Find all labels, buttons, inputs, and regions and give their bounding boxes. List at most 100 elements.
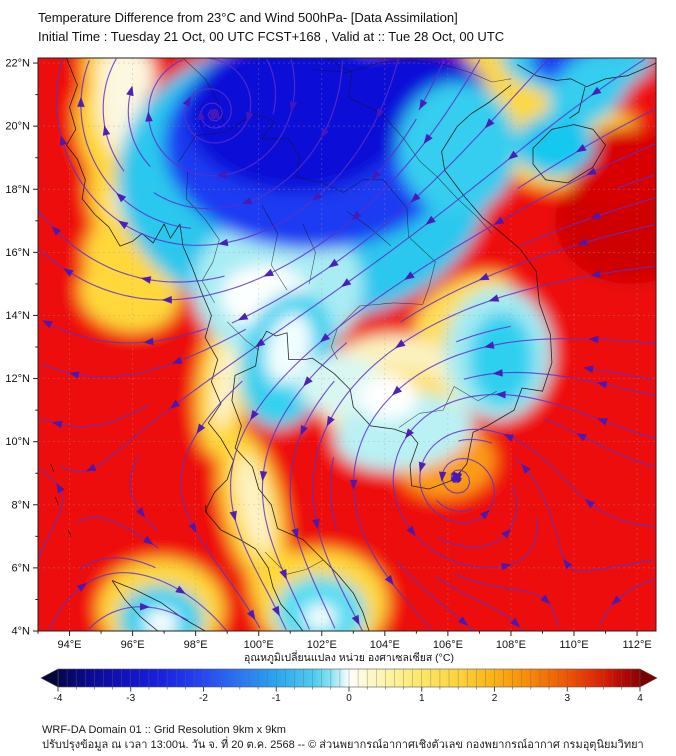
streamline [41, 319, 207, 344]
wind-arrow [510, 617, 521, 628]
colorbar: อุณหภูมิเปลี่ยนแปลง หน่วย องศาเซลเซียส (… [40, 650, 658, 704]
wind-arrow [68, 371, 80, 379]
wind-streamlines [38, 58, 656, 631]
wind-arrow [488, 294, 500, 302]
wind-arrow [312, 191, 323, 202]
colorbar-right-arrow [639, 668, 658, 688]
wind-arrow [328, 258, 339, 268]
coastline-path [50, 463, 55, 472]
coastline-path [67, 529, 72, 537]
wind-arrow [508, 150, 519, 160]
coastline-path [204, 504, 208, 513]
wind-arrow [501, 528, 511, 539]
axis-tick-label-lat: 14°N [5, 310, 30, 322]
wind-arrow [140, 276, 152, 284]
wind-arrow [182, 96, 191, 107]
border-path [302, 223, 316, 284]
temp-blob [236, 455, 272, 555]
wind-arrow [591, 86, 602, 96]
streamline [400, 224, 654, 323]
wind-arrow [196, 423, 206, 434]
border-path [398, 386, 497, 428]
wind-arrow [229, 510, 237, 522]
border-path [261, 204, 288, 291]
temp-blob [574, 126, 656, 209]
wind-arrow [143, 337, 154, 346]
axis-tick-label-lon: 108°E [496, 639, 526, 649]
wind-arrow [312, 518, 320, 530]
temp-blob [468, 312, 535, 407]
wind-arrow [483, 341, 495, 349]
footer-attribution: ปรับปรุงข้อมูล ณ เวลา 13:00น. วัน จ. ที่… [42, 738, 644, 751]
streamline [435, 576, 523, 631]
colorbar-tick-label: 1 [419, 693, 425, 704]
wind-arrow [503, 434, 515, 442]
wind-arrow [246, 111, 254, 123]
temp-blob [304, 604, 337, 630]
streamline [436, 499, 473, 512]
streamline [458, 438, 493, 444]
streamline [590, 368, 653, 380]
wind-arrow [143, 535, 154, 545]
wind-arrow [478, 272, 490, 281]
axis-tick-label-lat: 22°N [5, 58, 30, 70]
streamline [80, 60, 192, 229]
wind-arrow [171, 356, 183, 364]
coastline-path [54, 496, 59, 505]
wind-arrow [410, 192, 421, 203]
axis-tick-label-lon: 102°E [307, 639, 337, 649]
wind-arrow [384, 574, 394, 586]
wind-arrow [611, 595, 622, 606]
wind-arrow [319, 333, 331, 343]
footer-domain-info: WRF-DA Domain 01 :: Grid Resolution 9km … [42, 724, 286, 736]
wind-arrow [450, 473, 462, 481]
axis-tick-label-lat: 10°N [5, 436, 30, 448]
wind-arrow [102, 125, 111, 136]
streamline [517, 108, 656, 190]
temp-blob [265, 313, 313, 385]
wind-arrow [540, 594, 551, 604]
temp-blob [515, 113, 595, 177]
axis-tick-label-lat: 6°N [12, 562, 31, 574]
wind-arrow [584, 499, 595, 509]
coastline-path [517, 62, 656, 88]
wind-arrow [425, 215, 436, 225]
axes: 94°E 96°E 98°E 100°E 102°E 104°E 106°E 108°E 110… [5, 57, 657, 649]
wind-arrow [77, 96, 85, 107]
streamline [79, 557, 156, 570]
wind-arrow [376, 108, 385, 119]
streamline [329, 457, 338, 531]
wind-arrow [259, 471, 268, 482]
wind-arrow [254, 338, 266, 348]
wind-arrow [597, 418, 608, 426]
streamline [60, 58, 645, 472]
wind-arrow [501, 563, 512, 571]
map-subtitle: Initial Time : Tuesday 21 Oct, 00 UTC FC… [38, 28, 505, 44]
wind-arrow [590, 270, 601, 278]
streamline [289, 380, 336, 629]
temperature-field [38, 58, 656, 631]
streamline [456, 325, 511, 343]
colorbar-tick-label: -4 [54, 693, 63, 704]
wind-arrow [250, 409, 259, 421]
coastline-path [231, 84, 553, 631]
wind-arrow [392, 385, 402, 396]
wind-arrow [145, 111, 153, 122]
wind-arrow [210, 108, 221, 118]
colorbar-tick-label: -3 [126, 693, 135, 704]
wind-arrow [126, 85, 134, 97]
streamline [544, 418, 654, 468]
wind-arrow [188, 522, 197, 533]
temp-blob [397, 81, 518, 215]
map-title: Temperature Difference from 23°C and Win… [38, 10, 458, 25]
map-plot: 94°E 96°E 98°E 100°E 102°E 104°E 106°E 108°E 110… [5, 57, 657, 649]
wind-arrow [577, 238, 589, 246]
axis-tick-label-lon: 106°E [433, 639, 463, 649]
wind-arrow [246, 609, 256, 620]
wind-arrow [371, 169, 381, 180]
streamline [454, 573, 559, 627]
wind-arrow [438, 471, 447, 482]
wind-arrow [495, 390, 506, 399]
wind-arrow [484, 118, 495, 129]
